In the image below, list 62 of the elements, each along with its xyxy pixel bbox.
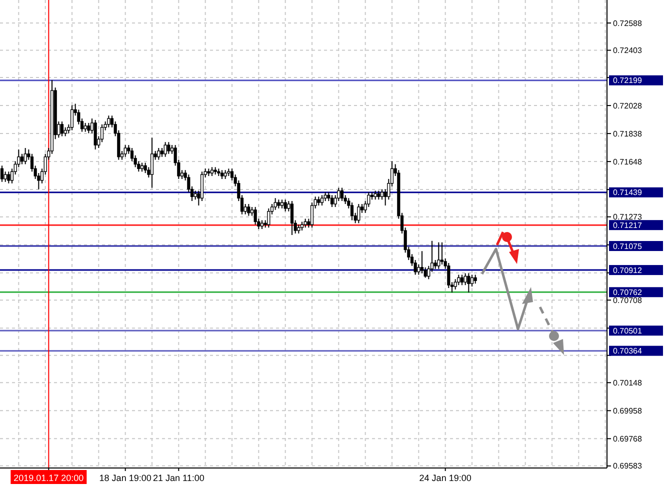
candlestick [60, 120, 64, 137]
x-tick-label: 2019.01.17 20:00 [14, 473, 84, 483]
candlestick [340, 187, 344, 202]
candlestick [70, 104, 74, 131]
candlestick [357, 204, 360, 224]
y-tick-label: 0.72403 [613, 46, 642, 56]
candlestick [87, 122, 90, 134]
candlestick [200, 171, 204, 202]
candlestick [457, 274, 460, 286]
x-tick-label: 18 Jan 19:00 [99, 473, 152, 483]
candlestick [94, 119, 97, 150]
y-tick-label: 0.70148 [613, 378, 642, 388]
candlestick [320, 194, 324, 206]
candlestick [350, 202, 354, 221]
x-tick-label: 21 Jan 11:00 [152, 473, 204, 483]
ref-line-label: 0.71439 [613, 188, 642, 198]
candlestick [24, 147, 27, 165]
candlestick [274, 198, 277, 210]
candlestick [437, 242, 440, 270]
ref-line-label: 0.71075 [613, 242, 642, 251]
y-tick-label: 0.72028 [613, 101, 642, 110]
ref-line-label: 0.70912 [613, 266, 642, 275]
y-tick-label: 0.69768 [613, 434, 642, 444]
y-tick-label: 0.70708 [613, 296, 642, 305]
candlestick [330, 194, 334, 208]
candlestick [454, 278, 457, 290]
candlestick [267, 208, 270, 228]
candlestick [164, 142, 167, 158]
ref-line-label: 0.71217 [613, 220, 642, 230]
y-tick-label: 0.71838 [613, 129, 642, 138]
candlestick [4, 171, 7, 182]
candlestick [0, 165, 4, 182]
y-tick-label: 0.71648 [613, 157, 642, 166]
y-tick-label: 0.71273 [613, 212, 642, 222]
candlestick [107, 115, 110, 128]
candlestick [464, 272, 467, 286]
candlestick [284, 199, 287, 212]
y-tick-label: 0.69958 [613, 406, 642, 416]
y-tick-label: 0.69583 [613, 462, 642, 471]
ref-line-label: 0.70364 [613, 346, 642, 356]
x-tick-label: 24 Jan 19:00 [419, 473, 472, 483]
candlestick [290, 200, 294, 236]
candlestick [470, 274, 474, 288]
candlestick [467, 272, 470, 293]
candlestick [447, 262, 450, 289]
candlestick [20, 153, 24, 165]
y-tick-label: 0.72588 [613, 18, 642, 28]
candlestick [7, 171, 10, 184]
candlestick [380, 188, 384, 200]
candlestick [460, 274, 464, 286]
candlestick [167, 142, 170, 154]
candlestick [150, 137, 154, 188]
candlestick [440, 242, 444, 265]
candlestick [247, 204, 250, 216]
ref-line-label: 0.70501 [613, 326, 642, 336]
candlestick [157, 147, 160, 160]
candlestick [420, 250, 424, 274]
ref-line-label: 0.72199 [613, 76, 642, 86]
candlestick [254, 206, 257, 226]
ref-line-label: 0.70762 [613, 288, 642, 297]
candlestick [144, 162, 147, 174]
candlestick [124, 144, 127, 158]
